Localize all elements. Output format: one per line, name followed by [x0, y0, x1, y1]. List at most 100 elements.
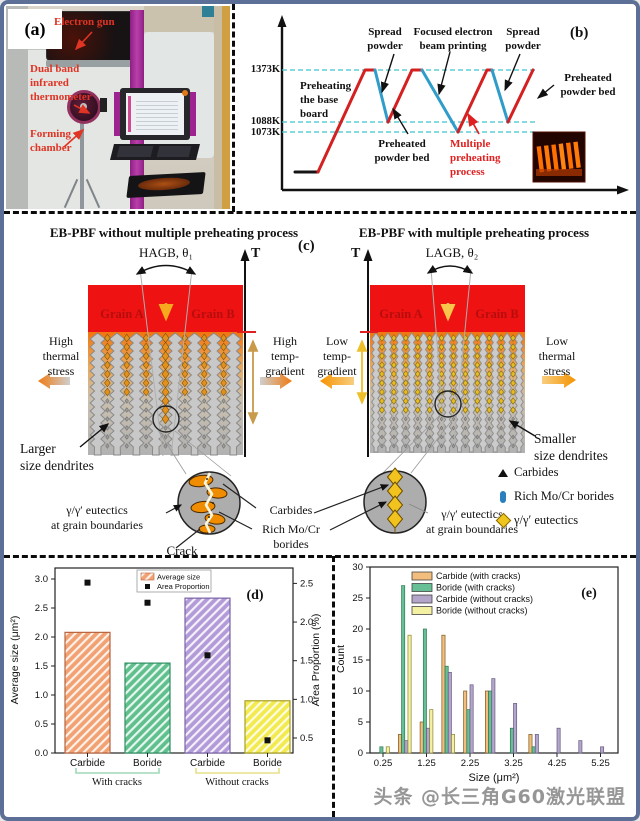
svg-text:Carbide (without cracks): Carbide (without cracks) — [436, 594, 533, 604]
separator-horizontal-bottom — [4, 555, 636, 558]
profile-cool-1 — [373, 68, 390, 124]
svg-text:5: 5 — [358, 717, 363, 728]
svg-text:0.0: 0.0 — [35, 748, 48, 759]
carbide-triangle-icon — [496, 468, 510, 477]
eutectics-right-label: γ/γ′ eutectics at grain boundaries — [426, 507, 518, 536]
profile-print-cool — [420, 68, 460, 134]
tripod-pole — [80, 120, 84, 209]
electron-gun-label: Electron gun — [54, 16, 115, 28]
monitor-power-led — [182, 90, 188, 96]
spread-powder-1-label: Spread powder — [367, 26, 403, 52]
svg-text:Count: Count — [335, 645, 347, 673]
svg-text:Boride (without cracks): Boride (without cracks) — [436, 606, 528, 616]
watermark: 头条 @长三角G60激光联盟 — [373, 786, 626, 808]
t-axis-label-right: T — [351, 246, 361, 261]
crack-label: Crack — [166, 543, 198, 558]
svg-text:4.25: 4.25 — [548, 758, 567, 769]
x-axis-arrow — [617, 185, 629, 195]
svg-text:0.25: 0.25 — [374, 758, 393, 769]
svg-text:With cracks: With cracks — [92, 777, 142, 788]
smaller-dendrites-label: Smaller size dendrites — [534, 431, 608, 463]
screen-sidebar — [128, 96, 131, 132]
svg-text:Boride: Boride — [253, 758, 282, 769]
legend-label: Carbides — [514, 465, 559, 479]
svg-text:Boride (with cracks): Boride (with cracks) — [436, 583, 515, 593]
y-axis-arrow — [277, 15, 287, 27]
left-schematic-title: EB-PBF without multiple preheating proce… — [49, 225, 299, 240]
preheating-base-label: Preheating the base board — [300, 80, 352, 120]
legend-item-carbides: Carbides — [496, 465, 632, 480]
preheated-bed-2-label: Preheated powder bed — [560, 72, 616, 98]
svg-text:2.25: 2.25 — [461, 758, 480, 769]
high-temp-gradient-arrow — [260, 373, 292, 389]
housing-bottom-bar — [46, 60, 138, 67]
crack-inset — [177, 471, 241, 535]
panel-c: EB-PBF without multiple preheating proce… — [4, 217, 636, 558]
panel-b-label: (b) — [570, 25, 589, 41]
grain-b-right: Grain B — [475, 307, 519, 321]
crack-line — [203, 472, 214, 534]
svg-text:Boride: Boride — [133, 758, 162, 769]
profile-heat-2 — [386, 68, 424, 124]
monitor-bracket-left — [114, 92, 122, 136]
preheated-bed-1-label: Preheated powder bed — [374, 138, 430, 164]
preheat-inset-photo — [532, 131, 586, 183]
profile-heat-1 — [316, 68, 377, 174]
zoom-circle-right — [434, 390, 462, 418]
svg-text:2.0: 2.0 — [35, 632, 48, 643]
zoom-circle-left — [152, 405, 180, 433]
panel-e-chart: 0 5 10 15 20 25 30 0.25 1.25 2.25 3.25 4.25 5.25 Carb… — [334, 557, 636, 817]
temp-tick-1088: 1088K — [250, 116, 280, 127]
legend-label: γ/γ′ eutectics — [514, 513, 579, 527]
eutectic-chains-right — [379, 334, 516, 449]
eutectic-chains-left — [104, 332, 227, 449]
svg-text:20: 20 — [352, 624, 363, 635]
low-thermal-stress-label: Low thermal stress — [538, 334, 576, 378]
profile-cool-2 — [490, 68, 510, 124]
right-schematic-title: EB-PBF with multiple preheating process — [358, 225, 590, 240]
low-temp-gradient-label: Low temp- gradient — [317, 334, 357, 378]
grain-b-left: Grain B — [191, 307, 235, 321]
high-thermal-stress-arrow — [38, 373, 70, 389]
hagb-label: HAGB, θ₁ — [138, 245, 194, 260]
separator-vertical-bottom — [332, 556, 335, 817]
svg-text:Average size: Average size — [157, 573, 200, 582]
panel-a: (a) Electron gun Dual band infrared ther… — [6, 6, 230, 209]
rich-borides-label: Rich Mo/Cr borides — [262, 522, 320, 551]
wall-strip-yellow — [222, 6, 230, 209]
svg-text:5.25: 5.25 — [591, 758, 610, 769]
machine-left-panel — [28, 48, 130, 209]
profile-heat-3 — [456, 68, 494, 134]
larger-dendrites-label: Larger size dendrites — [20, 441, 94, 473]
svg-text:1.0: 1.0 — [35, 690, 48, 701]
focused-beam-label: Focused electron beam printing — [413, 26, 493, 52]
svg-text:Carbide: Carbide — [70, 758, 105, 769]
temp-tick-1073: 1073K — [250, 127, 280, 138]
screen-text-lines — [136, 98, 178, 130]
grain-a-left: Grain A — [100, 307, 144, 321]
wall-strip — [214, 6, 222, 209]
low-thermal-stress-arrow — [542, 372, 576, 388]
separator-horizontal-top — [4, 211, 636, 214]
panel-a-arrows — [63, 31, 93, 148]
svg-text:2.0: 2.0 — [300, 617, 313, 628]
svg-text:Carbide: Carbide — [190, 758, 225, 769]
high-temp-gradient-label: High temp- gradient — [265, 334, 305, 378]
svg-text:10: 10 — [352, 686, 363, 697]
panel-a-label: (a) — [24, 18, 46, 39]
profile-heat-4 — [506, 68, 535, 124]
high-thermal-stress-label: High thermal stress — [42, 334, 80, 378]
panel-b: 1373K 1088K 1073K Spread powder Focused … — [236, 6, 636, 212]
svg-text:1.25: 1.25 — [417, 758, 436, 769]
svg-text:0: 0 — [358, 748, 363, 759]
eutectics-inset — [363, 467, 427, 534]
svg-text:1.0: 1.0 — [300, 694, 313, 705]
spread-powder-2-label: Spread powder — [505, 26, 541, 52]
eutectic-diamond-icon — [495, 512, 511, 529]
lagb-label: LAGB, θ₂ — [425, 245, 479, 260]
low-temp-gradient-arrow — [320, 373, 354, 389]
panel-d-chart: 0.0 0.5 1.0 1.5 2.0 2.5 3.0 0.5 1.0 1.5 2.0 2.5 Carb… — [6, 557, 330, 815]
thermometer-label: Dual band infrared thermometer — [30, 63, 92, 103]
panel-c-graphics — [38, 249, 576, 549]
t-axis-label-left: T — [251, 246, 261, 261]
